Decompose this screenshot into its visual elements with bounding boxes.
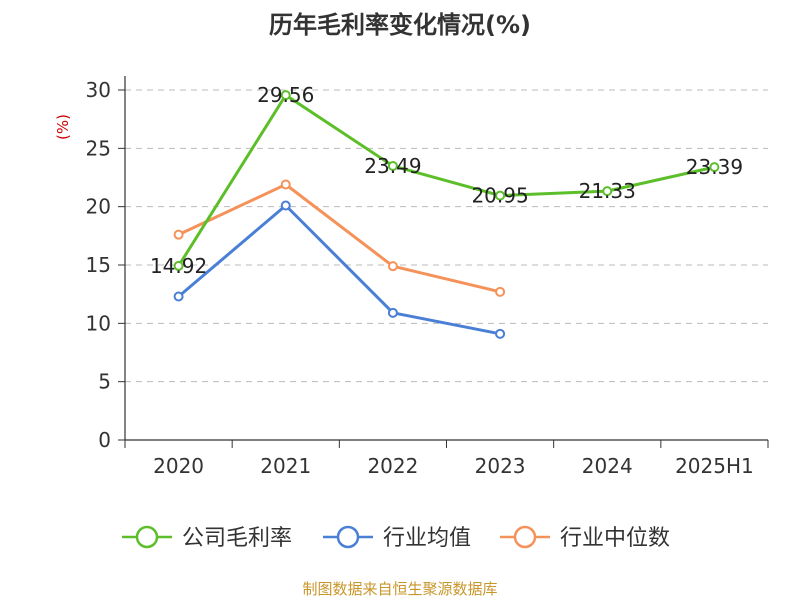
x-tick-label: 2020	[153, 454, 204, 478]
y-tick-label: 0	[98, 428, 111, 452]
legend-label: 公司毛利率	[182, 526, 292, 551]
legend: 公司毛利率 行业均值 行业中位数	[122, 525, 670, 551]
legend-label: 行业中位数	[560, 526, 670, 551]
data-point	[173, 291, 184, 302]
y-tick-label: 5	[98, 370, 111, 394]
source-note: 制图数据来自恒生聚源数据库	[302, 580, 497, 598]
legend-item[interactable]: 行业均值	[323, 525, 471, 551]
legend-item[interactable]: 公司毛利率	[122, 525, 292, 551]
grid-lines	[125, 89, 768, 383]
data-label: 20.95	[471, 184, 528, 208]
y-tick-label: 30	[86, 78, 111, 102]
legend-item[interactable]: 行业中位数	[500, 525, 670, 551]
series-line	[177, 183, 502, 294]
data-point	[280, 179, 291, 190]
y-tick-label: 25	[86, 136, 111, 160]
data-label: 23.39	[686, 155, 743, 179]
data-point	[709, 162, 720, 173]
series-line	[177, 204, 502, 336]
data-point	[602, 186, 613, 197]
legend-circle-icon	[513, 525, 537, 549]
data-label: 14.92	[150, 254, 207, 278]
data-label: 21.33	[579, 179, 636, 203]
x-tick-label: 2021	[260, 454, 311, 478]
x-tick-label: 2023	[475, 454, 526, 478]
data-point	[495, 328, 506, 339]
series-line	[177, 93, 716, 268]
data-point	[495, 190, 506, 201]
data-labels: 14.92 29.56 23.49 20.95 21.33 23.39	[150, 83, 743, 278]
x-tick-label: 2024	[582, 454, 633, 478]
data-point	[173, 229, 184, 240]
data-point	[387, 261, 398, 272]
data-point	[173, 260, 184, 271]
data-point	[280, 200, 291, 211]
legend-circle-icon	[336, 525, 360, 549]
x-tick-label: 2025H1	[675, 454, 754, 478]
x-tick-label: 2022	[367, 454, 418, 478]
y-tick-label: 15	[86, 253, 111, 277]
data-point	[387, 160, 398, 171]
y-tick-label: 20	[86, 195, 111, 219]
data-point	[280, 90, 291, 101]
data-point	[387, 307, 398, 318]
legend-label: 行业均值	[383, 526, 471, 551]
legend-circle-icon	[135, 525, 159, 549]
y-tick-label: 10	[86, 311, 111, 335]
data-label: 23.49	[364, 154, 421, 178]
series-layer	[173, 90, 720, 339]
axes: 0 5 10 15 20 25 30 2020 2021 2022 2023 2024 2025H1	[86, 76, 769, 478]
data-point	[495, 286, 506, 297]
data-label: 29.56	[257, 83, 314, 107]
y-axis-label: (%)	[54, 114, 72, 140]
chart-title: 历年毛利率变化情况(%)	[269, 11, 531, 39]
